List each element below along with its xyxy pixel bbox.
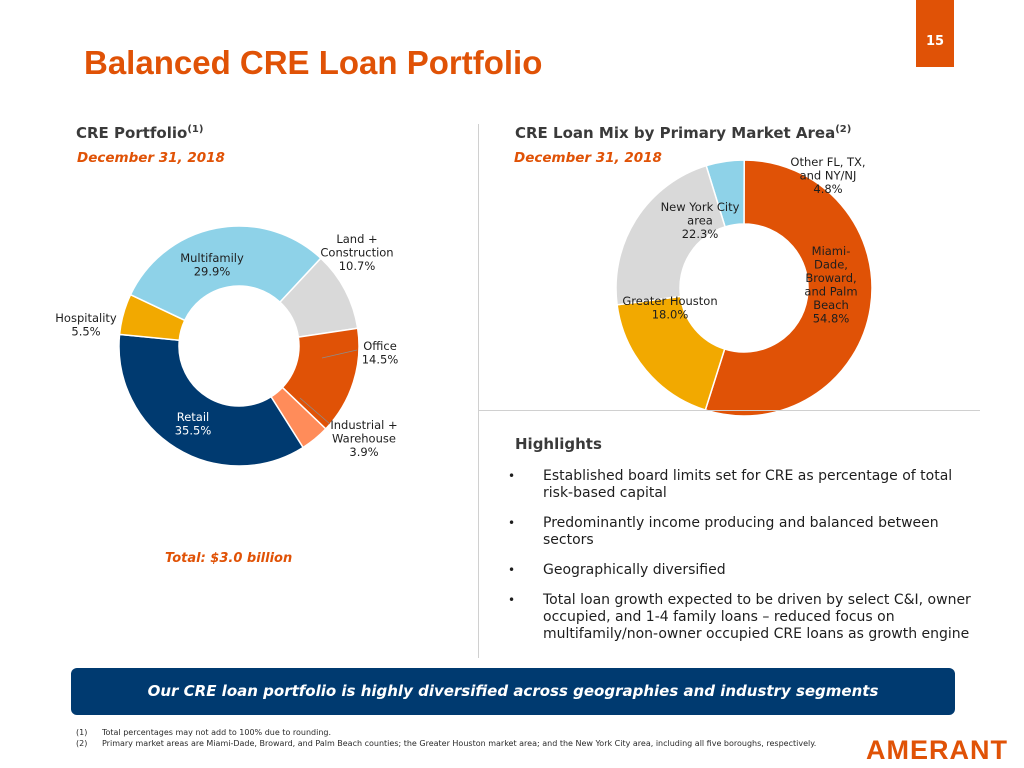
slice-label: Industrial + Warehouse 3.9% bbox=[330, 418, 397, 459]
highlight-text: Established board limits set for CRE as … bbox=[543, 468, 953, 501]
highlight-text: Geographically diversified bbox=[543, 562, 726, 578]
cre-portfolio-date: December 31, 2018 bbox=[77, 150, 225, 166]
footnotes: (1) Total percentages may not add to 100%… bbox=[76, 727, 816, 749]
cre-portfolio-title-text: CRE Portfolio bbox=[76, 124, 188, 142]
market-mix-footnote-ref: (2) bbox=[835, 124, 852, 135]
cre-portfolio-title: CRE Portfolio(1) bbox=[76, 124, 203, 142]
bullet-icon: • bbox=[508, 593, 516, 607]
highlight-item: • Predominantly income producing and bala… bbox=[508, 515, 980, 549]
slice-label: Other FL, TX, and NY/NJ 4.8% bbox=[790, 155, 865, 196]
bullet-icon: • bbox=[508, 563, 516, 577]
summary-banner: Our CRE loan portfolio is highly diversi… bbox=[71, 668, 955, 715]
footnote-number: (1) bbox=[76, 728, 88, 737]
highlights-title: Highlights bbox=[515, 435, 602, 453]
slice-label: Miami-Dade, Broward, and Palm Beach 54.8% bbox=[804, 244, 857, 326]
market-mix-title: CRE Loan Mix by Primary Market Area(2) bbox=[515, 124, 851, 142]
page-title: Balanced CRE Loan Portfolio bbox=[84, 44, 543, 81]
slice-label: Greater Houston 18.0% bbox=[622, 294, 717, 322]
page-number: 15 bbox=[916, 0, 954, 67]
cre-portfolio-footnote-ref: (1) bbox=[187, 124, 204, 135]
footnote-number: (2) bbox=[76, 739, 88, 748]
slice-retail bbox=[118, 333, 305, 467]
vertical-divider bbox=[478, 124, 479, 658]
footnote: (1) Total percentages may not add to 100%… bbox=[76, 727, 816, 738]
footnote-text: Primary market areas are Miami-Dade, Bro… bbox=[102, 739, 817, 748]
slice-label: Office 14.5% bbox=[362, 339, 399, 367]
slice-label: Land + Construction 10.7% bbox=[320, 232, 393, 273]
market-mix-title-text: CRE Loan Mix by Primary Market Area bbox=[515, 124, 836, 142]
highlight-item: • Geographically diversified bbox=[508, 562, 980, 579]
slice-label: Multifamily 29.9% bbox=[180, 251, 244, 279]
slice-multifamily bbox=[129, 225, 322, 322]
portfolio-total: Total: $3.0 billion bbox=[165, 551, 293, 566]
bullet-icon: • bbox=[508, 469, 516, 483]
highlight-text: Predominantly income producing and balan… bbox=[543, 515, 939, 548]
horizontal-divider bbox=[478, 410, 980, 411]
market-mix-date: December 31, 2018 bbox=[514, 150, 662, 166]
footnote: (2) Primary market areas are Miami-Dade, … bbox=[76, 738, 816, 749]
slice-greater-houston bbox=[616, 295, 726, 411]
highlight-item: • Established board limits set for CRE as… bbox=[508, 468, 980, 502]
slice-label: Retail 35.5% bbox=[175, 410, 212, 438]
slice-miami-dade-broward-and-palm-beach bbox=[704, 159, 873, 417]
highlight-text: Total loan growth expected to be driven … bbox=[543, 592, 971, 642]
slice-label: Hospitality 5.5% bbox=[55, 311, 117, 339]
footnote-text: Total percentages may not add to 100% du… bbox=[102, 728, 332, 737]
amerant-logo: AMERANT bbox=[866, 735, 1008, 765]
slice-label: New York City area 22.3% bbox=[661, 200, 740, 241]
cre-portfolio-donut-chart: Land + Construction 10.7% Office 14.5% Indust… bbox=[55, 225, 399, 467]
highlight-item: • Total loan growth expected to be driven… bbox=[508, 592, 980, 643]
slice-new-york-city-area bbox=[615, 164, 727, 306]
leader-line bbox=[299, 397, 331, 425]
highlights-list: • Established board limits set for CRE as… bbox=[508, 468, 980, 656]
market-mix-donut-chart: Other FL, TX, and NY/NJ 4.8% Miami-Dade, Bro… bbox=[615, 155, 873, 417]
leader-line bbox=[321, 349, 358, 359]
bullet-icon: • bbox=[508, 516, 516, 530]
